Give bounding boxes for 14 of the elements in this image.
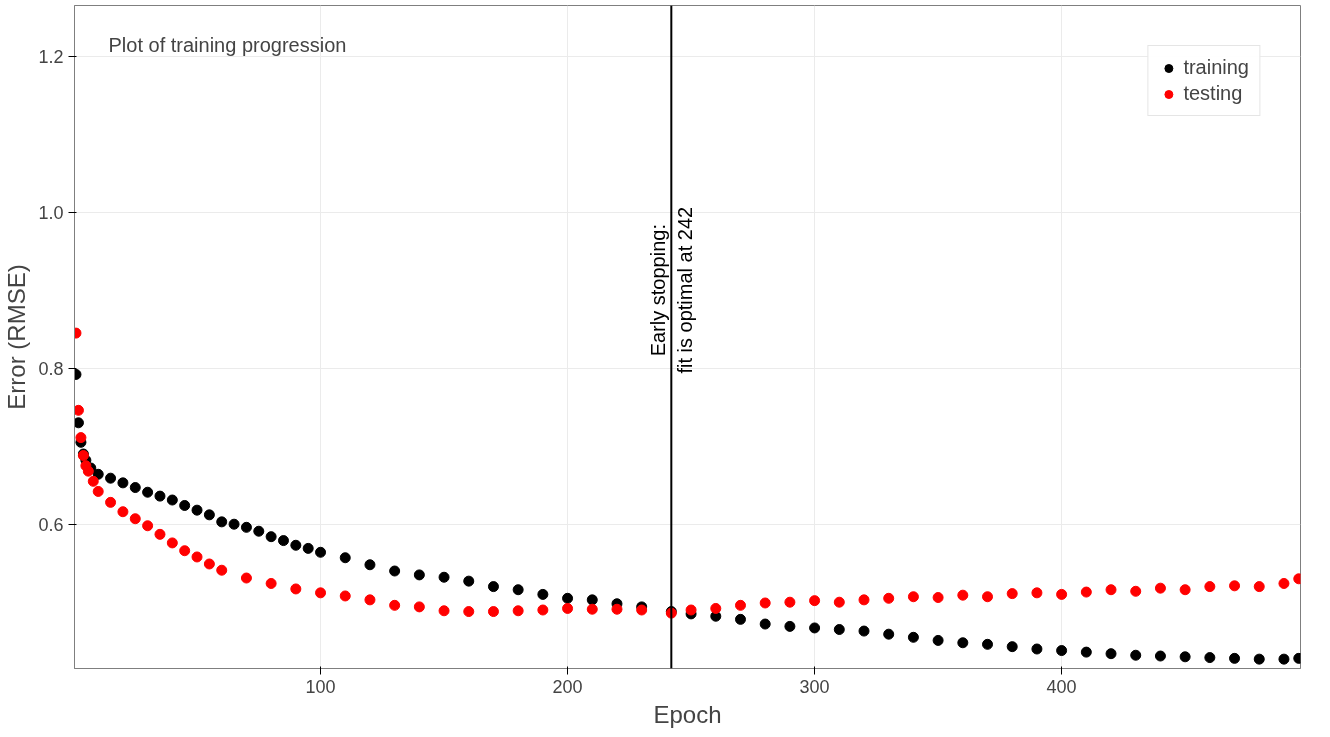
legend-label: testing [1183, 82, 1243, 105]
x-tick-label: 400 [1046, 676, 1077, 697]
x-tick-label: 100 [305, 676, 336, 697]
annotation: Plot of training progression [108, 33, 347, 56]
ref-line-label: Early stopping: fit is optimal at 242 [647, 206, 696, 374]
x-axis-title: Epoch [653, 700, 722, 728]
y-tick-label: 1.2 [38, 46, 64, 67]
y-tick-label: 0.6 [38, 514, 64, 535]
x-tick-label: 200 [552, 676, 583, 697]
y-tick-label: 0.8 [38, 358, 64, 379]
x-tick-label: 300 [799, 676, 830, 697]
y-axis-title: Error (RMSE) [3, 264, 31, 410]
legend-label: training [1183, 56, 1249, 79]
y-tick-label: 1.0 [38, 202, 64, 223]
